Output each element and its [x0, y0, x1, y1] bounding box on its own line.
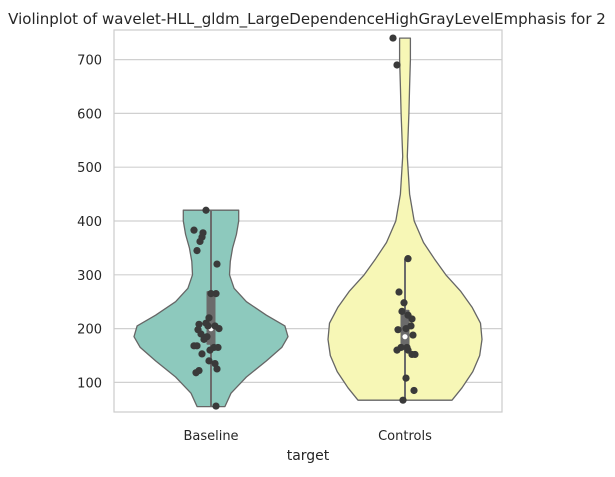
data-point-baseline — [213, 260, 221, 268]
data-point-baseline — [197, 330, 205, 338]
data-point-controls — [395, 288, 403, 296]
data-point-controls — [404, 255, 412, 263]
tick-layer: 100 200 300 400 500 600 700 Baseline Controls — [77, 54, 432, 444]
data-point-baseline — [215, 325, 223, 333]
data-point-controls — [400, 299, 408, 307]
violin-median-controls — [402, 334, 408, 340]
data-point-controls — [393, 346, 401, 354]
data-point-baseline — [205, 314, 213, 322]
y-tick-label: 600 — [77, 107, 102, 122]
x-axis-label: target — [287, 448, 330, 464]
data-point-controls — [404, 311, 412, 319]
plot-frame — [113, 29, 503, 413]
data-point-controls — [399, 396, 407, 404]
point-layer — [190, 34, 419, 410]
data-point-baseline — [200, 335, 208, 343]
data-point-baseline — [206, 346, 214, 354]
data-point-baseline — [193, 342, 201, 350]
y-tick-label: 400 — [77, 215, 102, 230]
y-tick-label: 300 — [77, 269, 102, 284]
data-point-baseline — [195, 320, 203, 328]
violin-body-controls — [327, 37, 483, 401]
data-point-controls — [398, 307, 406, 315]
data-point-baseline — [192, 369, 200, 377]
y-tick-label: 700 — [77, 54, 102, 69]
data-point-baseline — [196, 237, 204, 246]
y-tick-label: 100 — [77, 376, 102, 391]
data-point-baseline — [202, 206, 210, 214]
data-point-baseline — [207, 290, 215, 298]
data-point-baseline — [205, 357, 213, 365]
data-point-baseline — [212, 290, 220, 298]
y-tick-label: 500 — [77, 161, 102, 176]
y-tick-label: 200 — [77, 323, 102, 338]
data-point-baseline — [204, 322, 212, 330]
data-point-baseline — [193, 246, 201, 255]
data-point-baseline — [213, 365, 221, 373]
data-point-baseline — [190, 226, 198, 234]
data-point-controls — [402, 325, 410, 333]
data-point-baseline — [212, 402, 220, 410]
data-point-controls — [410, 386, 418, 395]
x-tick-label: Baseline — [183, 429, 238, 444]
data-point-controls — [393, 61, 401, 69]
x-tick-label: Controls — [378, 429, 432, 444]
data-point-controls — [402, 374, 410, 382]
data-point-controls — [411, 350, 419, 359]
data-point-baseline — [214, 343, 222, 352]
data-point-controls — [389, 34, 397, 42]
data-point-baseline — [198, 350, 206, 358]
chart-title: Violinplot of wavelet-HLL_gldm_LargeDepe… — [8, 10, 606, 29]
data-point-controls — [394, 326, 402, 334]
data-point-controls — [409, 331, 417, 339]
